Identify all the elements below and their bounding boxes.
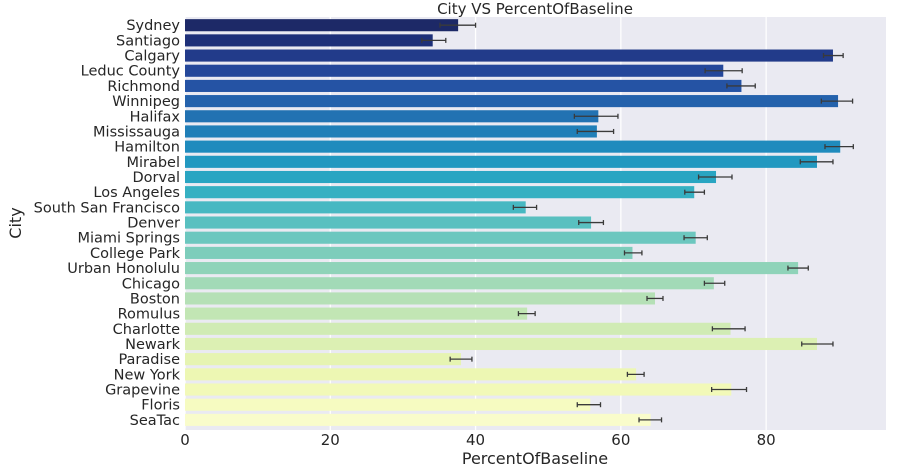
y-tick-label: Miami Springs (77, 231, 180, 247)
y-tick-label: Newark (125, 337, 180, 353)
bar (185, 398, 591, 411)
y-axis-label: City (6, 207, 25, 238)
bar (185, 201, 526, 214)
bar (185, 307, 528, 320)
bar (185, 246, 633, 259)
bar (185, 79, 742, 92)
bar (185, 383, 732, 396)
bar (185, 231, 696, 244)
chart-title: City VS PercentOfBaseline (437, 0, 633, 18)
y-tick-label: Halifax (130, 109, 181, 125)
bar (185, 322, 731, 335)
y-tick-label: Mirabel (126, 155, 180, 171)
bar (185, 110, 599, 123)
bar (185, 262, 799, 275)
x-tick-labels: 0 20 40 60 80 (180, 431, 775, 449)
y-tick-label: Dorval (133, 170, 181, 186)
bar (185, 95, 839, 108)
y-tick-label: Richmond (107, 79, 180, 95)
y-tick-label: Floris (141, 398, 180, 414)
bar (185, 64, 724, 77)
y-tick-label: Paradise (118, 352, 180, 368)
bar (185, 353, 462, 366)
bar (185, 125, 597, 138)
bar (185, 368, 637, 381)
y-tick-label: Sydney (126, 18, 180, 34)
y-tick-label: Chicago (122, 276, 180, 292)
error-bars (421, 22, 854, 423)
bar (185, 292, 655, 305)
x-tick-label: 60 (611, 431, 630, 449)
bar (185, 19, 459, 32)
y-tick-label: Grapevine (105, 383, 180, 399)
y-tick-label: Santiago (116, 33, 180, 49)
x-tick-label: 0 (180, 431, 190, 449)
y-tick-label: Romulus (118, 307, 180, 323)
bar (185, 140, 841, 153)
bar (185, 170, 717, 184)
x-axis-label: PercentOfBaseline (462, 449, 608, 468)
y-tick-label: Urban Honolulu (67, 261, 180, 277)
y-tick-label: Mississauga (93, 124, 180, 140)
y-tick-label: South San Francisco (34, 200, 180, 216)
y-tick-label: Denver (127, 216, 180, 232)
bar (185, 413, 651, 426)
y-tick-label: Boston (130, 291, 180, 307)
y-tick-label: Calgary (124, 49, 180, 65)
bar (185, 186, 695, 199)
bar (185, 337, 817, 351)
y-tick-label: New York (114, 367, 181, 383)
y-tick-label: Hamilton (114, 140, 180, 156)
y-tick-label: Charlotte (113, 322, 180, 338)
bar (185, 155, 817, 168)
bars (185, 19, 841, 426)
x-tick-label: 20 (321, 431, 340, 449)
bar (185, 277, 714, 290)
y-tick-label: Winnipeg (112, 94, 180, 110)
y-tick-label: College Park (90, 246, 181, 262)
y-tick-label: Leduc County (81, 64, 181, 80)
x-tick-label: 40 (466, 431, 485, 449)
bar (185, 216, 592, 229)
y-tick-label: Los Angeles (93, 185, 180, 201)
bar (185, 49, 833, 62)
y-tick-label: SeaTac (130, 413, 180, 429)
bar (185, 34, 433, 47)
x-tick-label: 80 (757, 431, 776, 449)
